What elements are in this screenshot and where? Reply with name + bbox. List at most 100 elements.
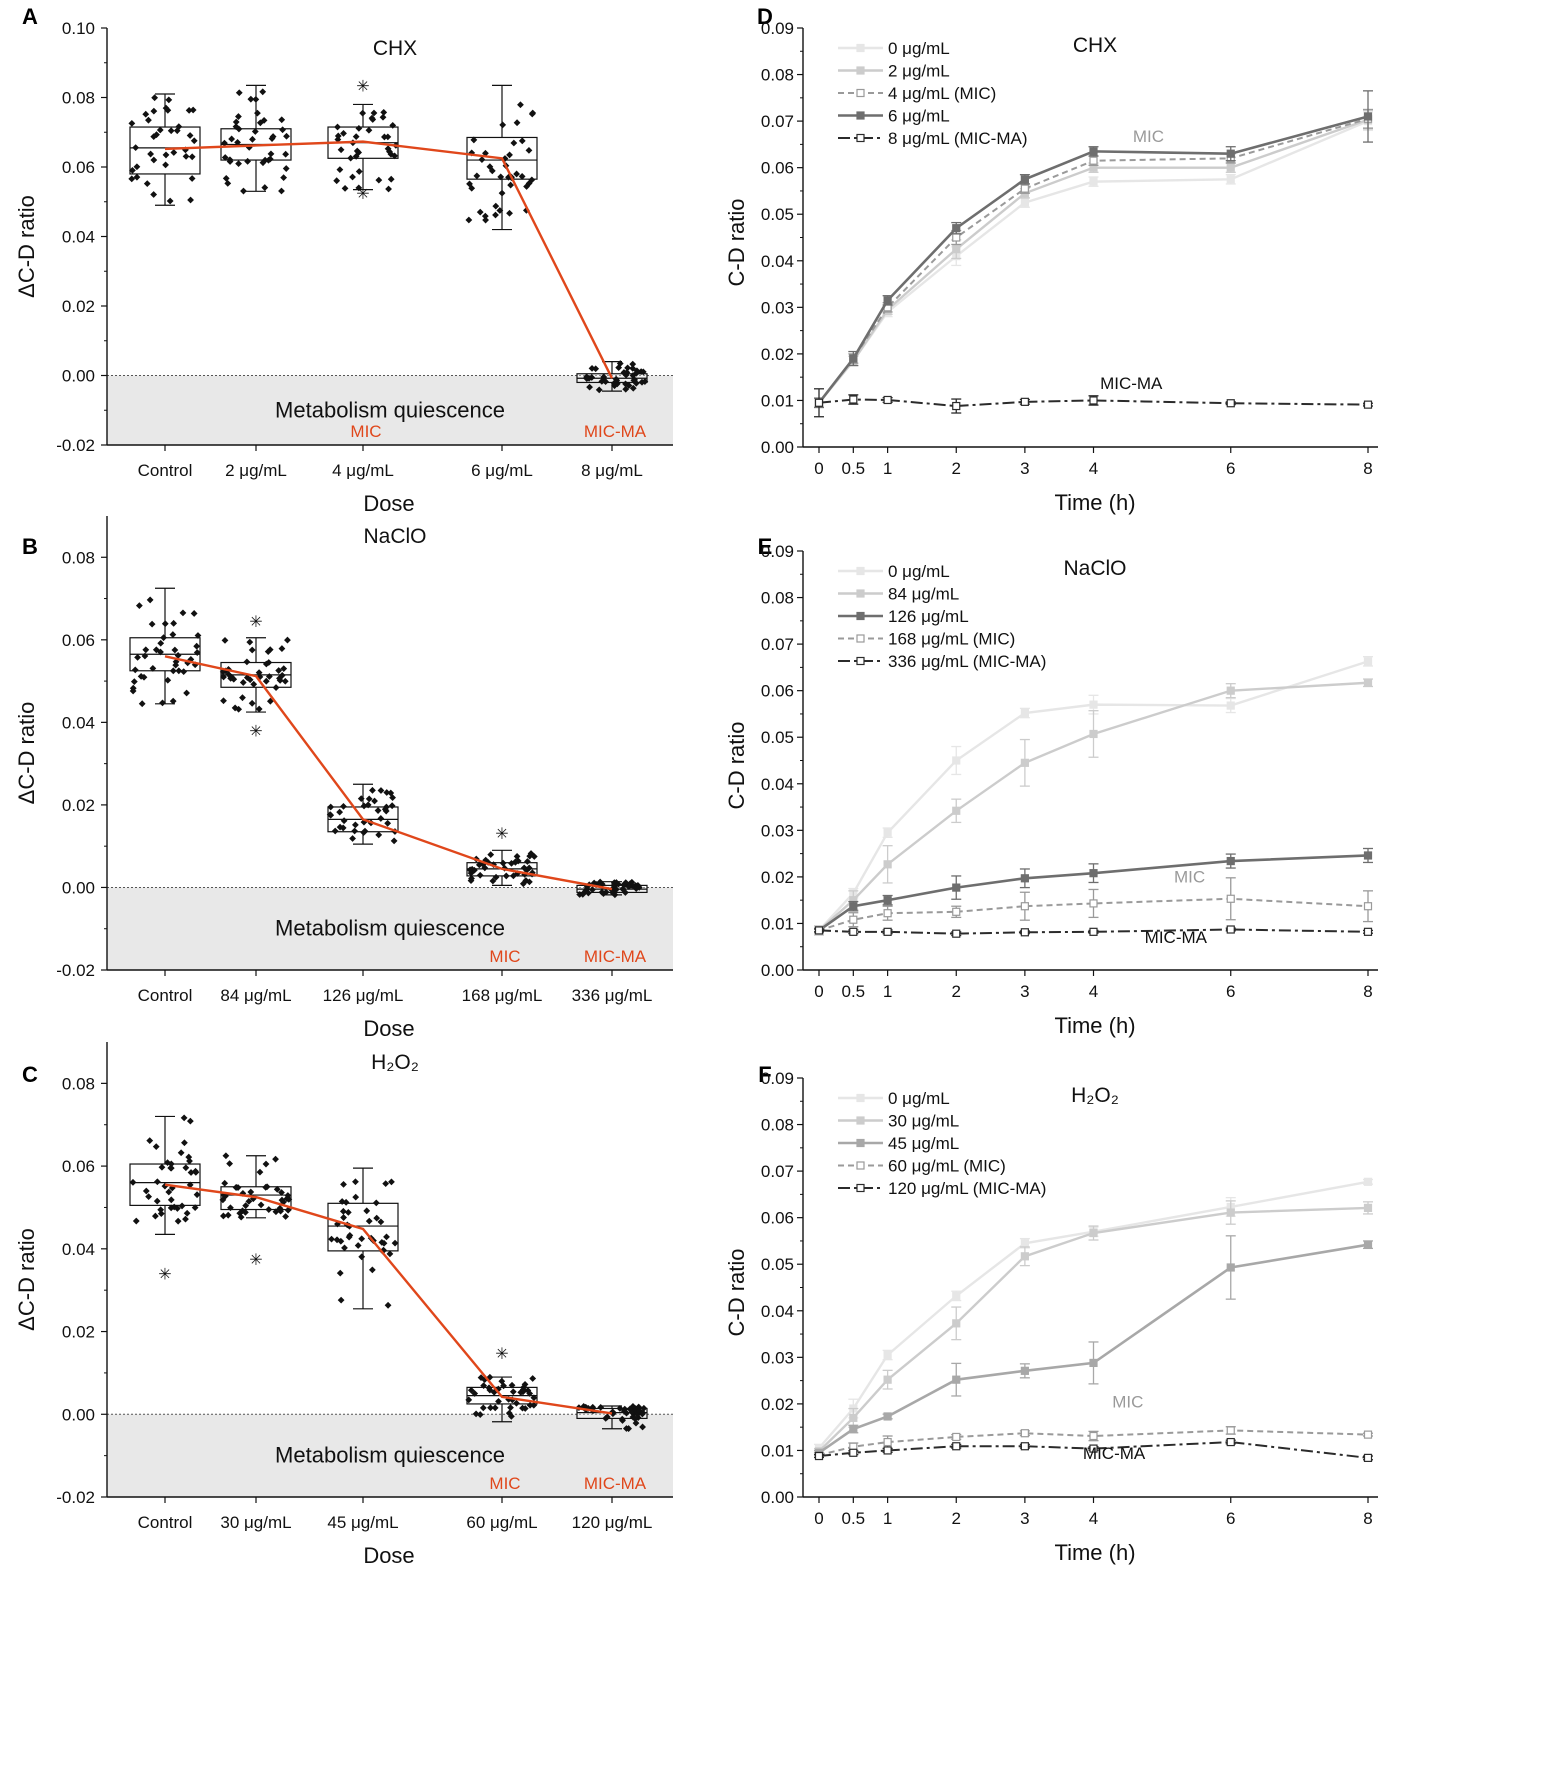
x-tick-label: 0.5 — [841, 982, 865, 1001]
data-point — [157, 1206, 165, 1214]
data-point — [228, 135, 236, 143]
data-point — [182, 1164, 190, 1172]
data-point — [1226, 163, 1235, 172]
data-point — [952, 806, 961, 815]
data-point — [389, 794, 396, 802]
y-tick-label: 0.00 — [62, 1405, 95, 1424]
annotation-mic-ma: MIC-MA — [584, 1474, 647, 1493]
outlier-mark: ✳ — [356, 186, 369, 203]
annotation-mic: MIC — [1174, 867, 1205, 886]
outlier-mark: ✳ — [249, 1252, 262, 1269]
outlier-mark: ✳ — [158, 1267, 171, 1284]
data-point — [1020, 1366, 1029, 1375]
series-line — [818, 1180, 1369, 1449]
data-point — [275, 667, 283, 674]
data-point — [232, 1183, 240, 1191]
data-point — [165, 1188, 173, 1196]
data-point — [358, 1253, 366, 1261]
x-axis-label: Dose — [363, 1543, 414, 1568]
data-point — [466, 180, 473, 188]
outlier-mark: ✳ — [249, 724, 262, 741]
data-point — [355, 184, 363, 192]
data-point — [883, 860, 892, 869]
chart-title: H₂O₂ — [371, 1051, 419, 1074]
y-tick-label: 0.08 — [761, 66, 794, 85]
y-tick-label: 0.00 — [761, 961, 794, 980]
data-point — [849, 927, 858, 936]
data-point — [498, 189, 506, 197]
data-point — [510, 139, 518, 147]
box-2 — [327, 1167, 399, 1310]
data-point — [224, 180, 232, 187]
data-point — [481, 212, 489, 220]
data-point — [177, 1149, 185, 1157]
data-point — [489, 877, 497, 885]
y-tick-label: 0.07 — [761, 635, 794, 654]
data-point — [226, 156, 234, 164]
data-point — [181, 1139, 188, 1147]
data-point — [1363, 1177, 1373, 1186]
data-point — [491, 1404, 499, 1412]
data-point — [495, 1398, 502, 1405]
data-point — [389, 121, 397, 129]
data-point — [221, 139, 228, 147]
data-point — [1226, 925, 1235, 934]
data-point — [355, 168, 363, 175]
data-point — [280, 665, 288, 672]
x-tick-label: 2 μg/mL — [225, 461, 287, 480]
legend-marker — [856, 66, 865, 75]
panel-letter: B — [22, 534, 38, 559]
data-point — [479, 1404, 487, 1412]
data-point — [814, 1451, 824, 1461]
x-tick-label: 4 — [1089, 459, 1098, 478]
data-point — [262, 1183, 270, 1191]
quiescence-region — [107, 887, 673, 970]
data-point — [331, 827, 339, 835]
data-point — [1226, 701, 1235, 710]
data-point — [383, 1233, 390, 1241]
data-point — [255, 705, 263, 713]
panel-D: D 0.00 0.01 0.02 0.03 0.04 0.05 0.06 0.07 0.08 0.0… — [724, 4, 1378, 515]
x-tick-label: 45 μg/mL — [327, 1513, 398, 1532]
data-point — [243, 658, 251, 666]
data-point — [230, 675, 238, 683]
data-point — [338, 1198, 346, 1205]
x-tick-label: 4 — [1089, 982, 1098, 1001]
x-tick-label: 84 μg/mL — [220, 986, 291, 1005]
series-line — [818, 854, 1369, 932]
data-point — [150, 191, 158, 198]
annotation-mic: MIC — [489, 1474, 520, 1493]
y-tick-label: -0.02 — [56, 1488, 95, 1507]
data-point — [190, 610, 198, 617]
data-point — [265, 673, 273, 680]
data-point — [1089, 396, 1098, 405]
data-point — [883, 296, 892, 305]
x-tick-label: 4 — [1089, 1509, 1098, 1528]
data-point — [169, 667, 177, 675]
data-point — [141, 652, 149, 660]
data-point — [153, 1197, 161, 1205]
data-point — [278, 187, 285, 195]
y-tick-label: 0.04 — [62, 713, 95, 732]
data-point — [186, 1117, 194, 1125]
legend-label: 4 μg/mL (MIC) — [888, 84, 996, 103]
data-point — [340, 129, 347, 137]
data-point — [849, 1448, 858, 1457]
data-point — [952, 883, 961, 892]
data-point — [381, 133, 388, 141]
data-point — [388, 1178, 395, 1186]
data-point — [220, 673, 227, 681]
data-point — [883, 395, 892, 405]
y-tick-label: 0.00 — [62, 367, 95, 386]
data-point — [239, 1207, 246, 1215]
data-point — [146, 596, 154, 604]
data-point — [387, 175, 395, 183]
data-point — [374, 807, 382, 814]
data-point — [169, 631, 177, 638]
data-point — [267, 150, 275, 158]
data-point — [251, 128, 259, 135]
data-point — [502, 872, 510, 880]
x-tick-label: 0 — [814, 1509, 823, 1528]
y-tick-label: 0.03 — [761, 1348, 794, 1367]
legend-label: 6 μg/mL — [888, 107, 950, 126]
